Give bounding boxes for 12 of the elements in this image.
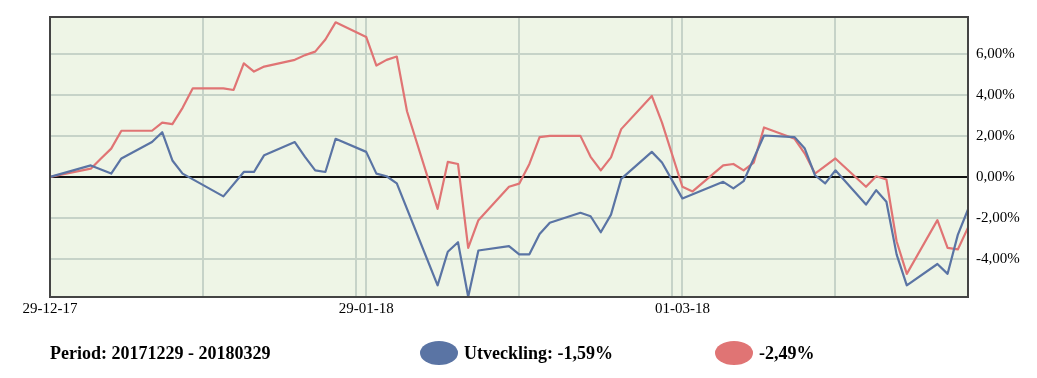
x-tick-label: 29-01-18 [338,299,394,316]
text: Period: 20171229 - 20180329 [50,342,272,364]
x-tick-label: 01-03-18 [654,299,710,316]
text: -2,49% [759,342,815,364]
y-tick-label: 6,00% [976,44,1015,61]
y-tick-label: 0,00% [976,167,1015,184]
legend-label: Utveckling: -1,59% [464,342,613,364]
y-tick-label: -2,00% [976,208,1020,225]
y-tick-label: 2,00% [976,126,1015,143]
y-tick-label: -4,00% [976,249,1020,266]
x-tick-label: 29-12-17 [22,299,78,316]
y-tick-label: 4,00% [976,85,1015,102]
